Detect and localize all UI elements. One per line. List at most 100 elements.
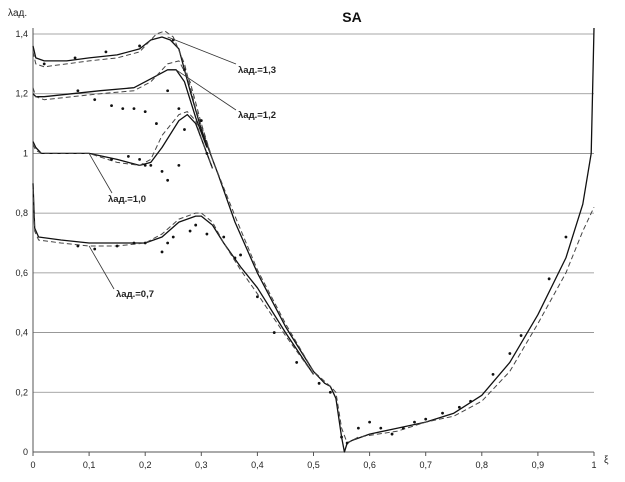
data-point [356,426,360,430]
annotation-leader [88,153,113,194]
data-point [401,426,405,430]
series-line-dashed [32,189,314,375]
x-tick-label: 0,5 [307,460,320,470]
data-point [177,107,181,111]
x-tick-label: 0,3 [195,460,208,470]
data-point [149,163,153,167]
data-point [177,163,181,167]
x-tick-label: 1 [591,460,596,470]
data-point [104,50,108,54]
data-point [424,417,428,421]
data-point [166,241,170,245]
y-tick-label: 0,4 [15,328,28,338]
data-point [121,107,125,111]
data-point [469,399,472,403]
data-point [132,241,136,245]
series-line-solid [32,113,214,169]
y-tick-label: 0,8 [15,208,28,218]
series-layer [32,27,595,453]
data-point [132,107,136,111]
y-tick-label: 0 [23,447,28,457]
data-point [110,158,113,161]
data-point [239,253,242,257]
y-tick-label: 0,2 [15,387,28,397]
x-tick-label: 0,1 [83,460,96,470]
data-point [93,247,97,251]
data-point [171,235,175,239]
y-tick-label: 1 [23,148,28,158]
data-point [390,432,394,436]
data-point [457,405,461,409]
data-point [295,361,299,364]
data-point [194,223,198,227]
data-point [256,295,259,299]
data-point [166,178,170,182]
x-tick-label: 0,4 [251,460,264,470]
data-point [519,334,523,337]
annotation-label: λад.=1,2 [238,110,276,121]
annotation-leader [167,36,237,65]
data-point [340,435,343,439]
y-tick-label: 1,4 [15,29,28,39]
data-point [205,152,209,155]
y-axis-label: λад. [8,8,27,19]
data-point [345,441,349,445]
data-point [76,89,80,93]
x-tick-label: 0,8 [476,460,489,470]
annotation-label: λад.=1,0 [108,194,146,205]
data-point [138,158,141,161]
data-point [564,235,568,239]
data-point [143,241,147,245]
data-point [143,163,147,167]
y-tick-label: 0,6 [15,268,28,278]
data-point [222,235,226,239]
data-point [547,277,551,281]
series-line-dashed [32,111,213,169]
series-line-solid [32,183,315,375]
annotations: λад.=1,3 λад.=1,2 λад.=1,0 λад.=0,7 [88,36,276,300]
annotation-label: λад.=1,3 [238,65,276,76]
data-point [199,119,203,122]
annotation-leader [88,245,115,290]
data-point [138,44,141,48]
data-point [508,352,512,355]
series-line-dashed [32,30,595,444]
x-tick-label: 0,7 [419,460,432,470]
gridlines [32,28,595,456]
x-tick-label: 0 [30,460,35,470]
data-point [328,390,332,394]
data-point [76,244,80,248]
data-point [115,244,119,248]
x-axis-label: ξ [604,455,609,466]
data-point [491,372,495,376]
annotation-label: λад.=0,7 [116,289,154,300]
data-point [160,250,164,254]
data-point [413,420,416,424]
data-point [183,128,186,131]
annotation-leader [175,69,237,111]
y-tick-label: 1,2 [15,89,28,99]
data-point [317,381,321,385]
data-point [155,122,158,125]
data-point [160,169,164,173]
data-point [441,411,444,415]
x-tick-label: 0,9 [532,460,545,470]
data-point [73,56,77,60]
data-point [272,331,276,334]
data-point [183,68,186,72]
x-tick-label: 0,2 [139,460,152,470]
tick-labels: 0 0,2 0,4 0,6 0,8 1 1,2 1,4 0 0,1 0,2 0,3 0,4 0,5 0,6 0… [15,29,596,470]
data-point [379,426,383,430]
data-point [205,232,209,236]
series-line-solid [32,27,595,453]
data-point [166,89,170,93]
chart-title: SA [342,9,361,25]
series-line-dashed [32,60,213,160]
series-line-solid [32,69,208,148]
x-tick-label: 0,6 [363,460,376,470]
data-point [368,420,371,424]
data-point [42,62,46,66]
data-point [93,98,97,102]
